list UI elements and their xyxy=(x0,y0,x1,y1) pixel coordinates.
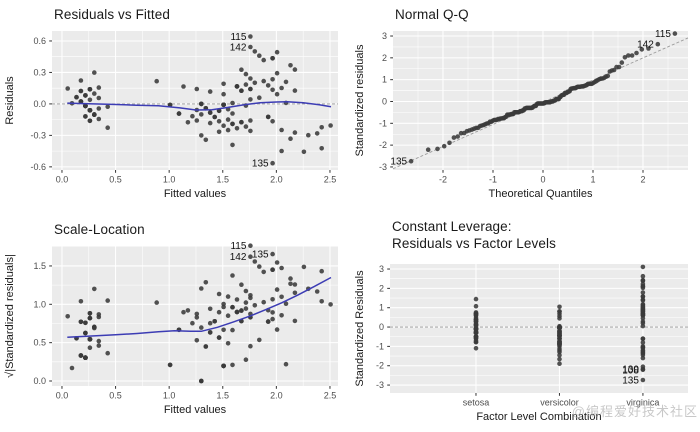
svg-text:-3: -3 xyxy=(379,162,387,172)
svg-text:setosa: setosa xyxy=(463,398,490,408)
svg-text:-0.6: -0.6 xyxy=(30,162,46,172)
panel-constant-leverage: Constant Leverage: Residuals vs Factor L… xyxy=(350,216,700,432)
svg-text:130: 130 xyxy=(622,365,639,376)
svg-text:2: 2 xyxy=(640,175,645,185)
svg-text:Factor Level Combination: Factor Level Combination xyxy=(476,411,601,423)
svg-text:108: 108 xyxy=(622,365,639,376)
svg-text:-3: -3 xyxy=(376,380,384,390)
svg-text:0.0: 0.0 xyxy=(33,376,46,386)
svg-text:2.5: 2.5 xyxy=(324,175,337,185)
svg-text:0: 0 xyxy=(382,96,387,106)
svg-text:1: 1 xyxy=(590,175,595,185)
svg-text:2: 2 xyxy=(382,53,387,63)
svg-text:versicolor: versicolor xyxy=(540,398,579,408)
panel-residuals-vs-fitted: Residuals vs Fitted 115 142 135 0.0 0.5 1.0 1.… xyxy=(0,0,350,216)
svg-text:135: 135 xyxy=(252,159,269,170)
svg-text:142: 142 xyxy=(637,40,654,51)
svg-text:-2: -2 xyxy=(376,361,384,371)
svg-text:Residuals: Residuals xyxy=(4,76,16,125)
svg-text:√|Standardized residuals|: √|Standardized residuals| xyxy=(4,254,16,378)
svg-text:0: 0 xyxy=(540,175,545,185)
svg-text:1.5: 1.5 xyxy=(33,261,46,271)
svg-text:-1: -1 xyxy=(376,341,384,351)
svg-text:2: 2 xyxy=(379,283,384,293)
svg-text:-1: -1 xyxy=(489,175,497,185)
svg-text:virginica: virginica xyxy=(626,398,659,408)
svg-text:0.0: 0.0 xyxy=(33,99,46,109)
svg-text:1.0: 1.0 xyxy=(163,391,176,401)
svg-text:135: 135 xyxy=(390,157,407,168)
svg-text:Standardized Residuals: Standardized Residuals xyxy=(354,270,366,387)
svg-text:2.0: 2.0 xyxy=(270,391,283,401)
svg-text:1.5: 1.5 xyxy=(217,175,230,185)
svg-text:0: 0 xyxy=(379,322,384,332)
svg-text:1: 1 xyxy=(379,303,384,313)
svg-text:3: 3 xyxy=(382,31,387,41)
panel-title-normal-qq: Normal Q-Q xyxy=(395,7,469,22)
svg-text:0.0: 0.0 xyxy=(56,391,69,401)
svg-text:115: 115 xyxy=(655,29,671,40)
svg-text:2.5: 2.5 xyxy=(324,391,337,401)
svg-text:-1: -1 xyxy=(379,118,387,128)
panel-scale-location: Scale-Location 115 142 135 0.0 0.5 1.0 1.5 2.0 2… xyxy=(0,216,350,432)
svg-text:135: 135 xyxy=(252,250,269,261)
svg-text:0.5: 0.5 xyxy=(109,175,122,185)
svg-text:1.5: 1.5 xyxy=(217,391,230,401)
svg-text:1: 1 xyxy=(382,75,387,85)
panel-title-scale-location: Scale-Location xyxy=(54,222,145,237)
svg-text:1.0: 1.0 xyxy=(33,299,46,309)
svg-text:0.5: 0.5 xyxy=(109,391,122,401)
svg-text:135: 135 xyxy=(622,376,639,387)
svg-text:0.0: 0.0 xyxy=(56,175,69,185)
svg-text:Fitted values: Fitted values xyxy=(164,404,227,416)
svg-text:3: 3 xyxy=(379,264,384,274)
svg-text:0.6: 0.6 xyxy=(33,36,46,46)
svg-text:Theoretical Quantiles: Theoretical Quantiles xyxy=(489,188,593,200)
svg-text:-2: -2 xyxy=(379,140,387,150)
svg-text:142: 142 xyxy=(230,252,247,263)
svg-text:2.0: 2.0 xyxy=(270,175,283,185)
svg-text:0.3: 0.3 xyxy=(33,67,46,77)
panel-normal-qq: Normal Q-Q 115 142 135 -2 -1 0 1 2 -3 -2 -1 0 1 2 3 The… xyxy=(350,0,700,216)
svg-text:-0.3: -0.3 xyxy=(30,130,46,140)
panel-title-residuals-vs-fitted: Residuals vs Fitted xyxy=(54,7,170,22)
panel-title-constant-leverage-line1: Constant Leverage: xyxy=(392,219,512,234)
panel-title-constant-leverage-line2: Residuals vs Factor Levels xyxy=(392,236,556,251)
svg-text:1.0: 1.0 xyxy=(163,175,176,185)
svg-text:115: 115 xyxy=(230,32,246,43)
svg-text:Standardized residuals: Standardized residuals xyxy=(354,44,366,156)
svg-text:0.5: 0.5 xyxy=(33,338,46,348)
svg-text:142: 142 xyxy=(230,42,247,53)
svg-text:Fitted values: Fitted values xyxy=(164,188,227,200)
svg-text:115: 115 xyxy=(230,241,246,252)
svg-text:-2: -2 xyxy=(439,175,447,185)
